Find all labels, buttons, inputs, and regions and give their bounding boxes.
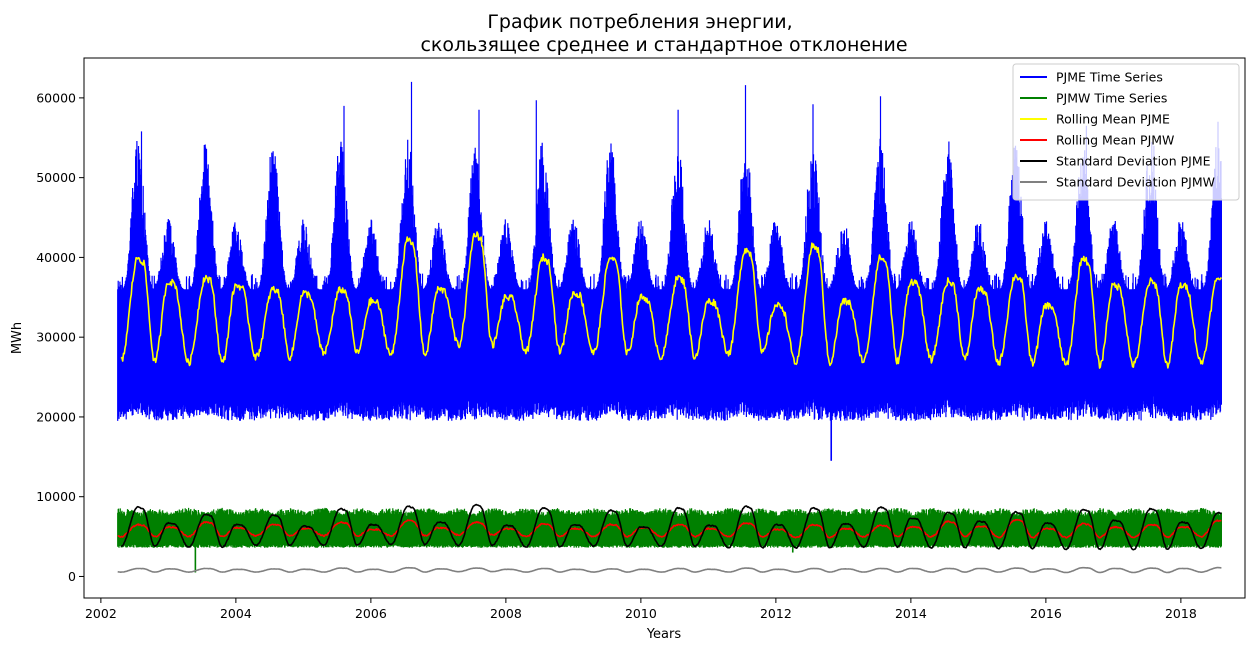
legend-box xyxy=(1012,63,1240,201)
series-rolling-mean-pjmw xyxy=(117,518,1222,539)
chart-title-line-1: График потребления энергии, xyxy=(487,11,792,33)
series-standard-deviation-pjmw xyxy=(117,566,1222,574)
y-tick-label: 40000 xyxy=(36,250,76,265)
series-rolling-mean-pjme xyxy=(120,231,1223,369)
axes-layer: 2002 2004 2006 2008 2010 2012 2014 2016 2018 0 100… xyxy=(36,57,1246,621)
x-tick-label: 2012 xyxy=(760,606,792,621)
legend-label: Standard Deviation PJMW xyxy=(1056,175,1215,190)
legend-label: Rolling Mean PJME xyxy=(1056,112,1170,127)
y-tick-label: 30000 xyxy=(36,330,76,345)
y-tick-label: 50000 xyxy=(36,170,76,185)
series-standard-deviation-pjme xyxy=(120,503,1222,551)
y-tick-label: 60000 xyxy=(36,90,76,105)
legend-label: PJME Time Series xyxy=(1056,70,1163,85)
x-tick-label: 2008 xyxy=(490,606,522,621)
legend-label: Standard Deviation PJME xyxy=(1056,154,1211,169)
x-tick-label: 2010 xyxy=(625,606,657,621)
legend-label: Rolling Mean PJMW xyxy=(1056,133,1174,148)
x-tick-label: 2014 xyxy=(895,606,927,621)
chart-title-line-2: скользящее среднее и стандартное отклоне… xyxy=(420,34,907,56)
x-tick-label: 2006 xyxy=(355,606,387,621)
series-layer xyxy=(117,81,1223,574)
x-axis-label: Years xyxy=(646,627,682,642)
y-tick-label: 0 xyxy=(68,569,76,584)
legend-label: PJMW Time Series xyxy=(1056,91,1167,106)
legend: PJME Time Series PJMW Time Series Rolling … xyxy=(1012,63,1240,201)
x-tick-label: 2004 xyxy=(220,606,252,621)
x-tick-label: 2002 xyxy=(85,606,117,621)
y-axis-label: MWh xyxy=(10,322,25,354)
x-tick-label: 2018 xyxy=(1165,606,1197,621)
y-tick-label: 20000 xyxy=(36,409,76,424)
plot-frame xyxy=(83,57,1246,599)
y-tick-label: 10000 xyxy=(36,489,76,504)
x-tick-label: 2016 xyxy=(1030,606,1062,621)
